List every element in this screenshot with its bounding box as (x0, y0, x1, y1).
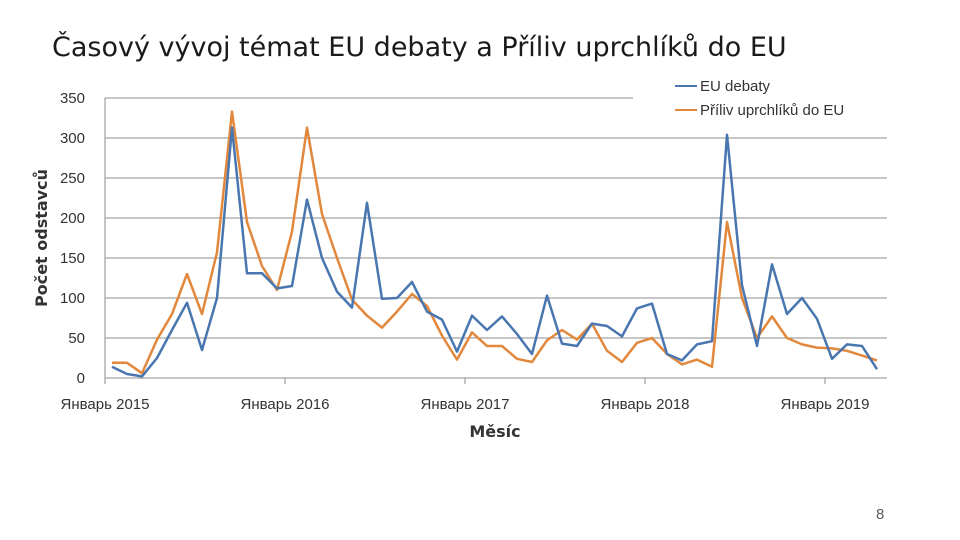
y-tick-label: 200 (60, 210, 85, 227)
y-tick-label: 100 (60, 290, 85, 307)
y-tick-label: 0 (77, 370, 85, 387)
y-tick-label: 150 (60, 250, 85, 267)
x-axis: Январь 2015 Январь 2016 Январь 2017 Январь … (61, 98, 887, 413)
y-axis-title: Počet odstavců (32, 169, 51, 307)
x-tick-label: Январь 2016 (241, 396, 330, 413)
y-axis: 0 50 100 150 200 250 300 350 (60, 90, 85, 387)
series-line-priliv-uprchliku (112, 110, 878, 375)
legend-label-eu-debaty: EU debaty (700, 78, 771, 95)
page-number: 8 (876, 506, 885, 523)
x-tick-label: Январь 2019 (781, 396, 870, 413)
chart-title: Časový vývoj témat EU debaty a Příliv up… (52, 32, 787, 63)
y-tick-label: 250 (60, 170, 85, 187)
x-tick-label: Январь 2018 (601, 396, 690, 413)
series-line-eu-debaty (111, 126, 879, 378)
gridlines (105, 97, 887, 339)
x-axis-title: Měsíc (469, 422, 520, 441)
y-tick-label: 50 (68, 330, 85, 347)
y-tick-label: 350 (60, 90, 85, 107)
legend-label-priliv-uprchliku: Příliv uprchlíků do EU (700, 102, 844, 119)
y-tick-label: 300 (60, 130, 85, 147)
series-lines (111, 110, 879, 378)
x-tick-label: Январь 2015 (61, 396, 150, 413)
x-tick-label: Январь 2017 (421, 396, 510, 413)
legend: EU debaty Příliv uprchlíků do EU (675, 78, 844, 119)
